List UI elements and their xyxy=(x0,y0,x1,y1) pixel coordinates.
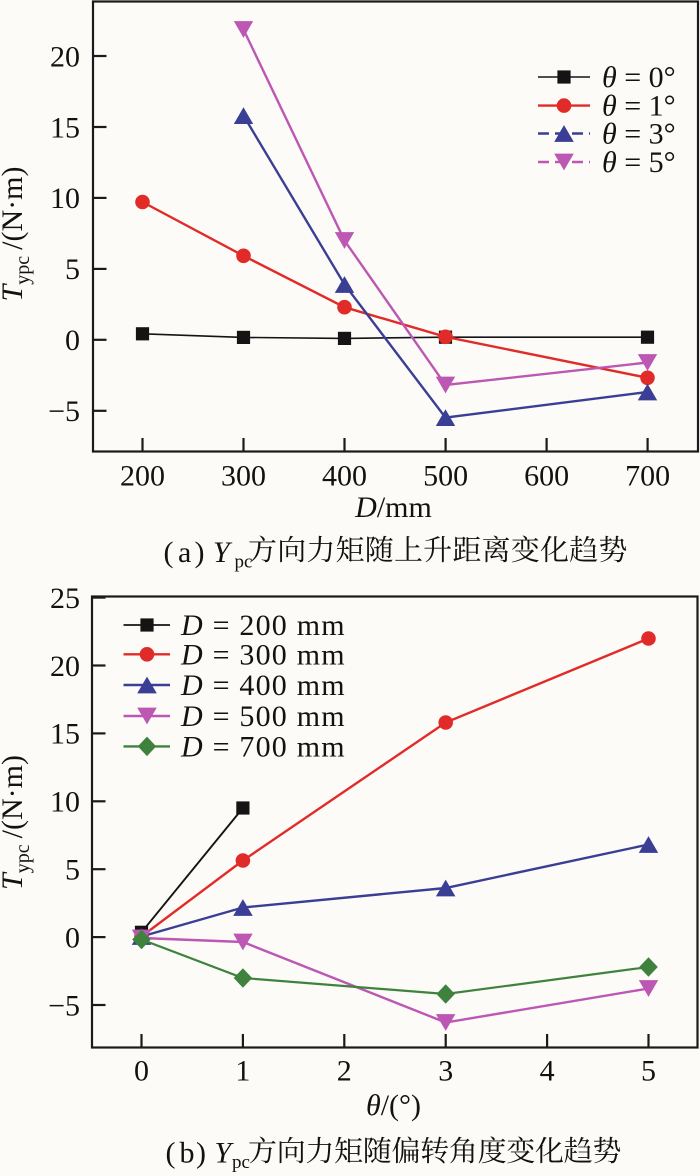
svg-text:5: 5 xyxy=(641,1055,656,1088)
svg-text:D = 700 mm: D = 700 mm xyxy=(180,730,346,763)
svg-text:−5: −5 xyxy=(48,989,80,1022)
svg-text:Y: Y xyxy=(213,536,233,569)
svg-text:15: 15 xyxy=(50,111,80,144)
svg-text:): ) xyxy=(196,1137,206,1170)
svg-text:(: ( xyxy=(166,1137,176,1170)
svg-text:): ) xyxy=(195,536,205,569)
svg-text:20: 20 xyxy=(50,650,80,683)
svg-text:a: a xyxy=(178,536,191,569)
svg-text:0: 0 xyxy=(65,921,80,954)
svg-text:600: 600 xyxy=(524,460,569,493)
svg-text:Y: Y xyxy=(215,1137,235,1170)
svg-text:Typc /(N·m): Typc /(N·m) xyxy=(0,755,34,890)
svg-text:15: 15 xyxy=(50,718,80,751)
svg-text:10: 10 xyxy=(50,786,80,819)
svg-text:700: 700 xyxy=(625,460,670,493)
svg-text:0: 0 xyxy=(65,324,80,357)
svg-text:(: ( xyxy=(164,536,174,569)
svg-text:θ = 1°: θ = 1° xyxy=(602,90,676,123)
svg-text:5: 5 xyxy=(65,854,80,887)
svg-text:pc: pc xyxy=(232,1152,250,1173)
svg-text:θ/(°): θ/(°) xyxy=(366,1089,421,1122)
svg-text:D/mm: D/mm xyxy=(354,491,432,524)
svg-text:D = 500 mm: D = 500 mm xyxy=(180,700,346,733)
svg-text:500: 500 xyxy=(423,460,468,493)
svg-text:25: 25 xyxy=(50,582,80,615)
svg-text:0: 0 xyxy=(134,1055,149,1088)
svg-text:1: 1 xyxy=(235,1055,250,1088)
svg-text:D = 400 mm: D = 400 mm xyxy=(180,669,346,702)
svg-text:Typc /(N·m): Typc /(N·m) xyxy=(0,167,34,302)
svg-text:400: 400 xyxy=(322,460,367,493)
svg-text:pc: pc xyxy=(235,552,253,573)
svg-text:300: 300 xyxy=(221,460,266,493)
svg-text:10: 10 xyxy=(50,182,80,215)
svg-text:3: 3 xyxy=(438,1055,453,1088)
svg-text:θ = 0°: θ = 0° xyxy=(602,61,676,94)
svg-text:θ = 5°: θ = 5° xyxy=(602,146,676,179)
svg-text:D = 200 mm: D = 200 mm xyxy=(180,609,346,642)
svg-text:5: 5 xyxy=(65,253,80,286)
svg-text:4: 4 xyxy=(540,1055,555,1088)
svg-text:θ = 3°: θ = 3° xyxy=(602,118,676,151)
svg-text:2: 2 xyxy=(337,1055,352,1088)
svg-text:200: 200 xyxy=(120,460,165,493)
svg-text:20: 20 xyxy=(50,40,80,73)
svg-text:b: b xyxy=(180,1137,195,1170)
svg-text:−5: −5 xyxy=(48,395,80,428)
svg-text:D = 300 mm: D = 300 mm xyxy=(180,638,346,671)
